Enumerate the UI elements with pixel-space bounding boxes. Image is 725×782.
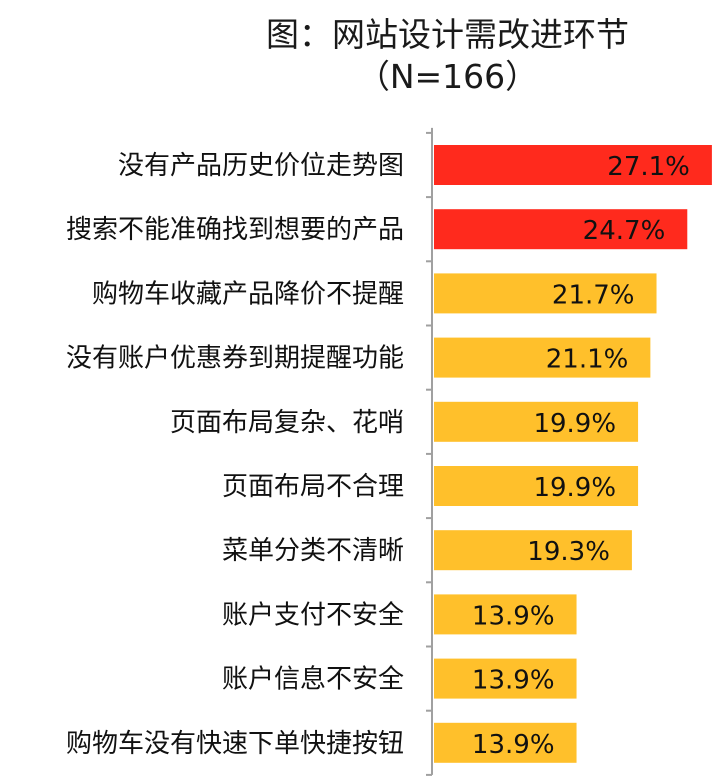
- bar: [434, 337, 651, 378]
- value-label: 13.9%: [472, 601, 555, 631]
- bar: [434, 722, 577, 763]
- category-label: 购物车收藏产品降价不提醒: [92, 279, 404, 309]
- category-label: 搜索不能准确找到想要的产品: [66, 215, 404, 245]
- bar: [434, 658, 577, 699]
- value-label: 19.9%: [533, 409, 616, 439]
- category-label: 页面布局复杂、花哨: [170, 408, 404, 438]
- bar: [434, 530, 632, 571]
- value-label: 24.7%: [583, 216, 666, 246]
- chart-title: 图：网站设计需改进环节: [266, 15, 629, 54]
- value-label: 27.1%: [607, 152, 690, 182]
- category-label: 没有产品历史价位走势图: [118, 151, 404, 181]
- category-label: 页面布局不合理: [222, 472, 404, 502]
- bar: [434, 594, 577, 635]
- chart-subtitle: （N=166）: [356, 57, 539, 96]
- bar: [434, 273, 657, 314]
- category-label: 没有账户优惠券到期提醒功能: [66, 344, 404, 374]
- category-label: 菜单分类不清晰: [222, 536, 404, 566]
- category-label: 购物车没有快速下单快捷按钮: [66, 729, 404, 759]
- bar: [434, 466, 639, 506]
- value-label: 21.1%: [546, 345, 629, 375]
- bar: [434, 209, 688, 250]
- category-label: 账户信息不安全: [222, 665, 404, 695]
- value-label: 21.7%: [552, 280, 635, 310]
- bar: [434, 145, 712, 185]
- value-label: 13.9%: [472, 730, 555, 760]
- value-label: 13.9%: [472, 666, 555, 696]
- value-label: 19.9%: [533, 473, 616, 503]
- bar: [434, 401, 639, 442]
- category-label: 账户支付不安全: [222, 600, 404, 630]
- value-label: 19.3%: [527, 537, 610, 567]
